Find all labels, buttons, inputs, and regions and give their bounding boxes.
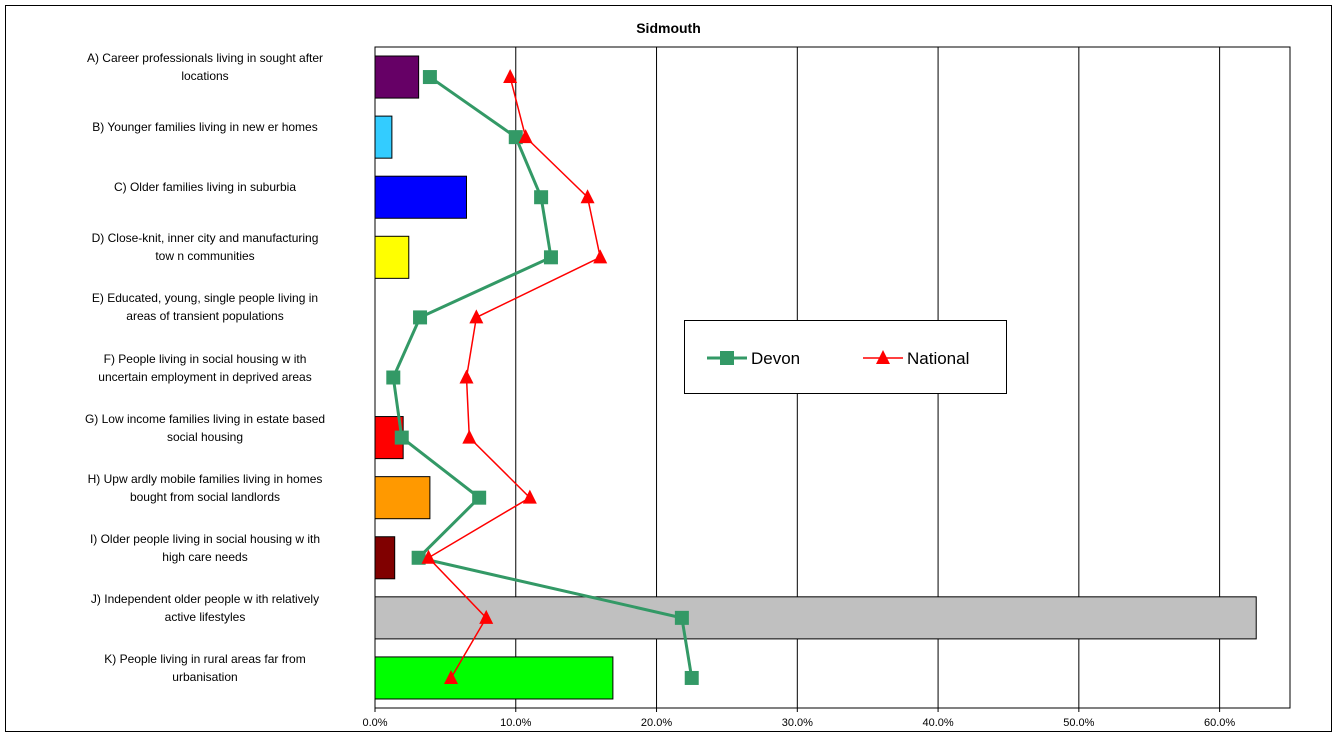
category-label: D) Close-knit, inner city and manufactur… — [45, 229, 365, 265]
series-point-devon — [394, 430, 409, 445]
series-point-devon — [386, 370, 401, 385]
bar — [374, 175, 467, 219]
category-label-line: urbanisation — [172, 669, 238, 684]
bar — [374, 235, 410, 279]
category-label: G) Low income families living in estate … — [45, 410, 365, 446]
legend-graphic: Devon National — [707, 349, 969, 368]
category-label-line: B) Younger families living in new er hom… — [92, 120, 318, 135]
series-point-devon — [534, 190, 549, 205]
series-point-national — [459, 369, 474, 384]
category-label-line: D) Close-knit, inner city and manufactur… — [91, 231, 319, 246]
chart-title: Sidmouth — [636, 20, 701, 36]
category-label-line: G) Low income families living in estate … — [84, 411, 326, 426]
series-point-national — [469, 309, 484, 324]
category-label-line: high care needs — [162, 549, 248, 564]
bar — [374, 476, 431, 520]
category-label-line: J) Independent older people w ith relati… — [90, 591, 320, 606]
bar — [374, 596, 1257, 640]
category-label-line: tow n communities — [155, 249, 255, 264]
category-label: H) Upw ardly mobile families living in h… — [45, 470, 365, 506]
category-label: I) Older people living in social housing… — [45, 530, 365, 566]
category-label-line: E) Educated, young, single people living… — [91, 291, 319, 306]
category-label-line: H) Upw ardly mobile families living in h… — [87, 471, 323, 486]
bar — [374, 536, 396, 580]
category-label-line: locations — [181, 69, 229, 84]
series-point-national — [462, 429, 477, 444]
category-label-line: F) People living in social housing w ith — [103, 351, 307, 366]
x-tick-label: 30.0% — [782, 717, 813, 729]
x-tick-label: 60.0% — [1204, 717, 1235, 729]
series-point-national — [522, 489, 537, 504]
category-label: K) People living in rural areas far from… — [45, 650, 365, 686]
series-point-devon — [472, 490, 487, 505]
legend-marker-national — [876, 350, 890, 364]
series-point-national — [518, 129, 533, 144]
category-label-line: I) Older people living in social housing… — [89, 531, 321, 546]
series-point-devon — [543, 250, 558, 265]
series-point-national — [580, 189, 595, 204]
legend-label-devon: Devon — [751, 349, 800, 368]
series-point-devon — [411, 550, 426, 565]
x-tick-label: 40.0% — [922, 717, 953, 729]
legend-marker-devon — [720, 351, 734, 365]
category-label-line: bought from social landlords — [129, 489, 281, 504]
x-tick-label: 10.0% — [500, 717, 531, 729]
series-point-devon — [674, 610, 689, 625]
category-label: A) Career professionals living in sought… — [45, 49, 365, 85]
legend-label-national: National — [907, 349, 969, 368]
category-label: B) Younger families living in new er hom… — [45, 118, 365, 136]
category-label-line: K) People living in rural areas far from — [104, 651, 306, 666]
bar — [374, 55, 420, 99]
series-point-devon — [508, 130, 523, 145]
category-label: F) People living in social housing w ith… — [45, 350, 365, 386]
category-label-line: active lifestyles — [164, 609, 246, 624]
category-label-line: C) Older families living in suburbia — [113, 180, 297, 195]
series-point-national — [444, 669, 459, 684]
series-point-devon — [413, 310, 428, 325]
series-point-national — [593, 249, 608, 264]
bar — [374, 656, 614, 700]
category-label: E) Educated, young, single people living… — [45, 289, 365, 325]
legend: Devon National — [684, 320, 1007, 394]
series-point-devon — [422, 70, 437, 85]
series-point-national — [421, 549, 436, 564]
series-point-national — [479, 609, 494, 624]
x-tick-label: 20.0% — [641, 717, 672, 729]
series-point-devon — [684, 670, 699, 685]
category-label: C) Older families living in suburbia — [45, 178, 365, 196]
category-label-line: uncertain employment in deprived areas — [98, 369, 312, 384]
category-label: J) Independent older people w ith relati… — [45, 590, 365, 626]
category-label-line: A) Career professionals living in sought… — [86, 51, 324, 66]
category-label-line: areas of transient populations — [126, 309, 284, 324]
x-tick-label: 0.0% — [362, 717, 387, 729]
series-point-national — [503, 69, 518, 84]
category-label-line: social housing — [166, 429, 244, 444]
bar — [374, 115, 393, 159]
x-tick-label: 50.0% — [1063, 717, 1094, 729]
